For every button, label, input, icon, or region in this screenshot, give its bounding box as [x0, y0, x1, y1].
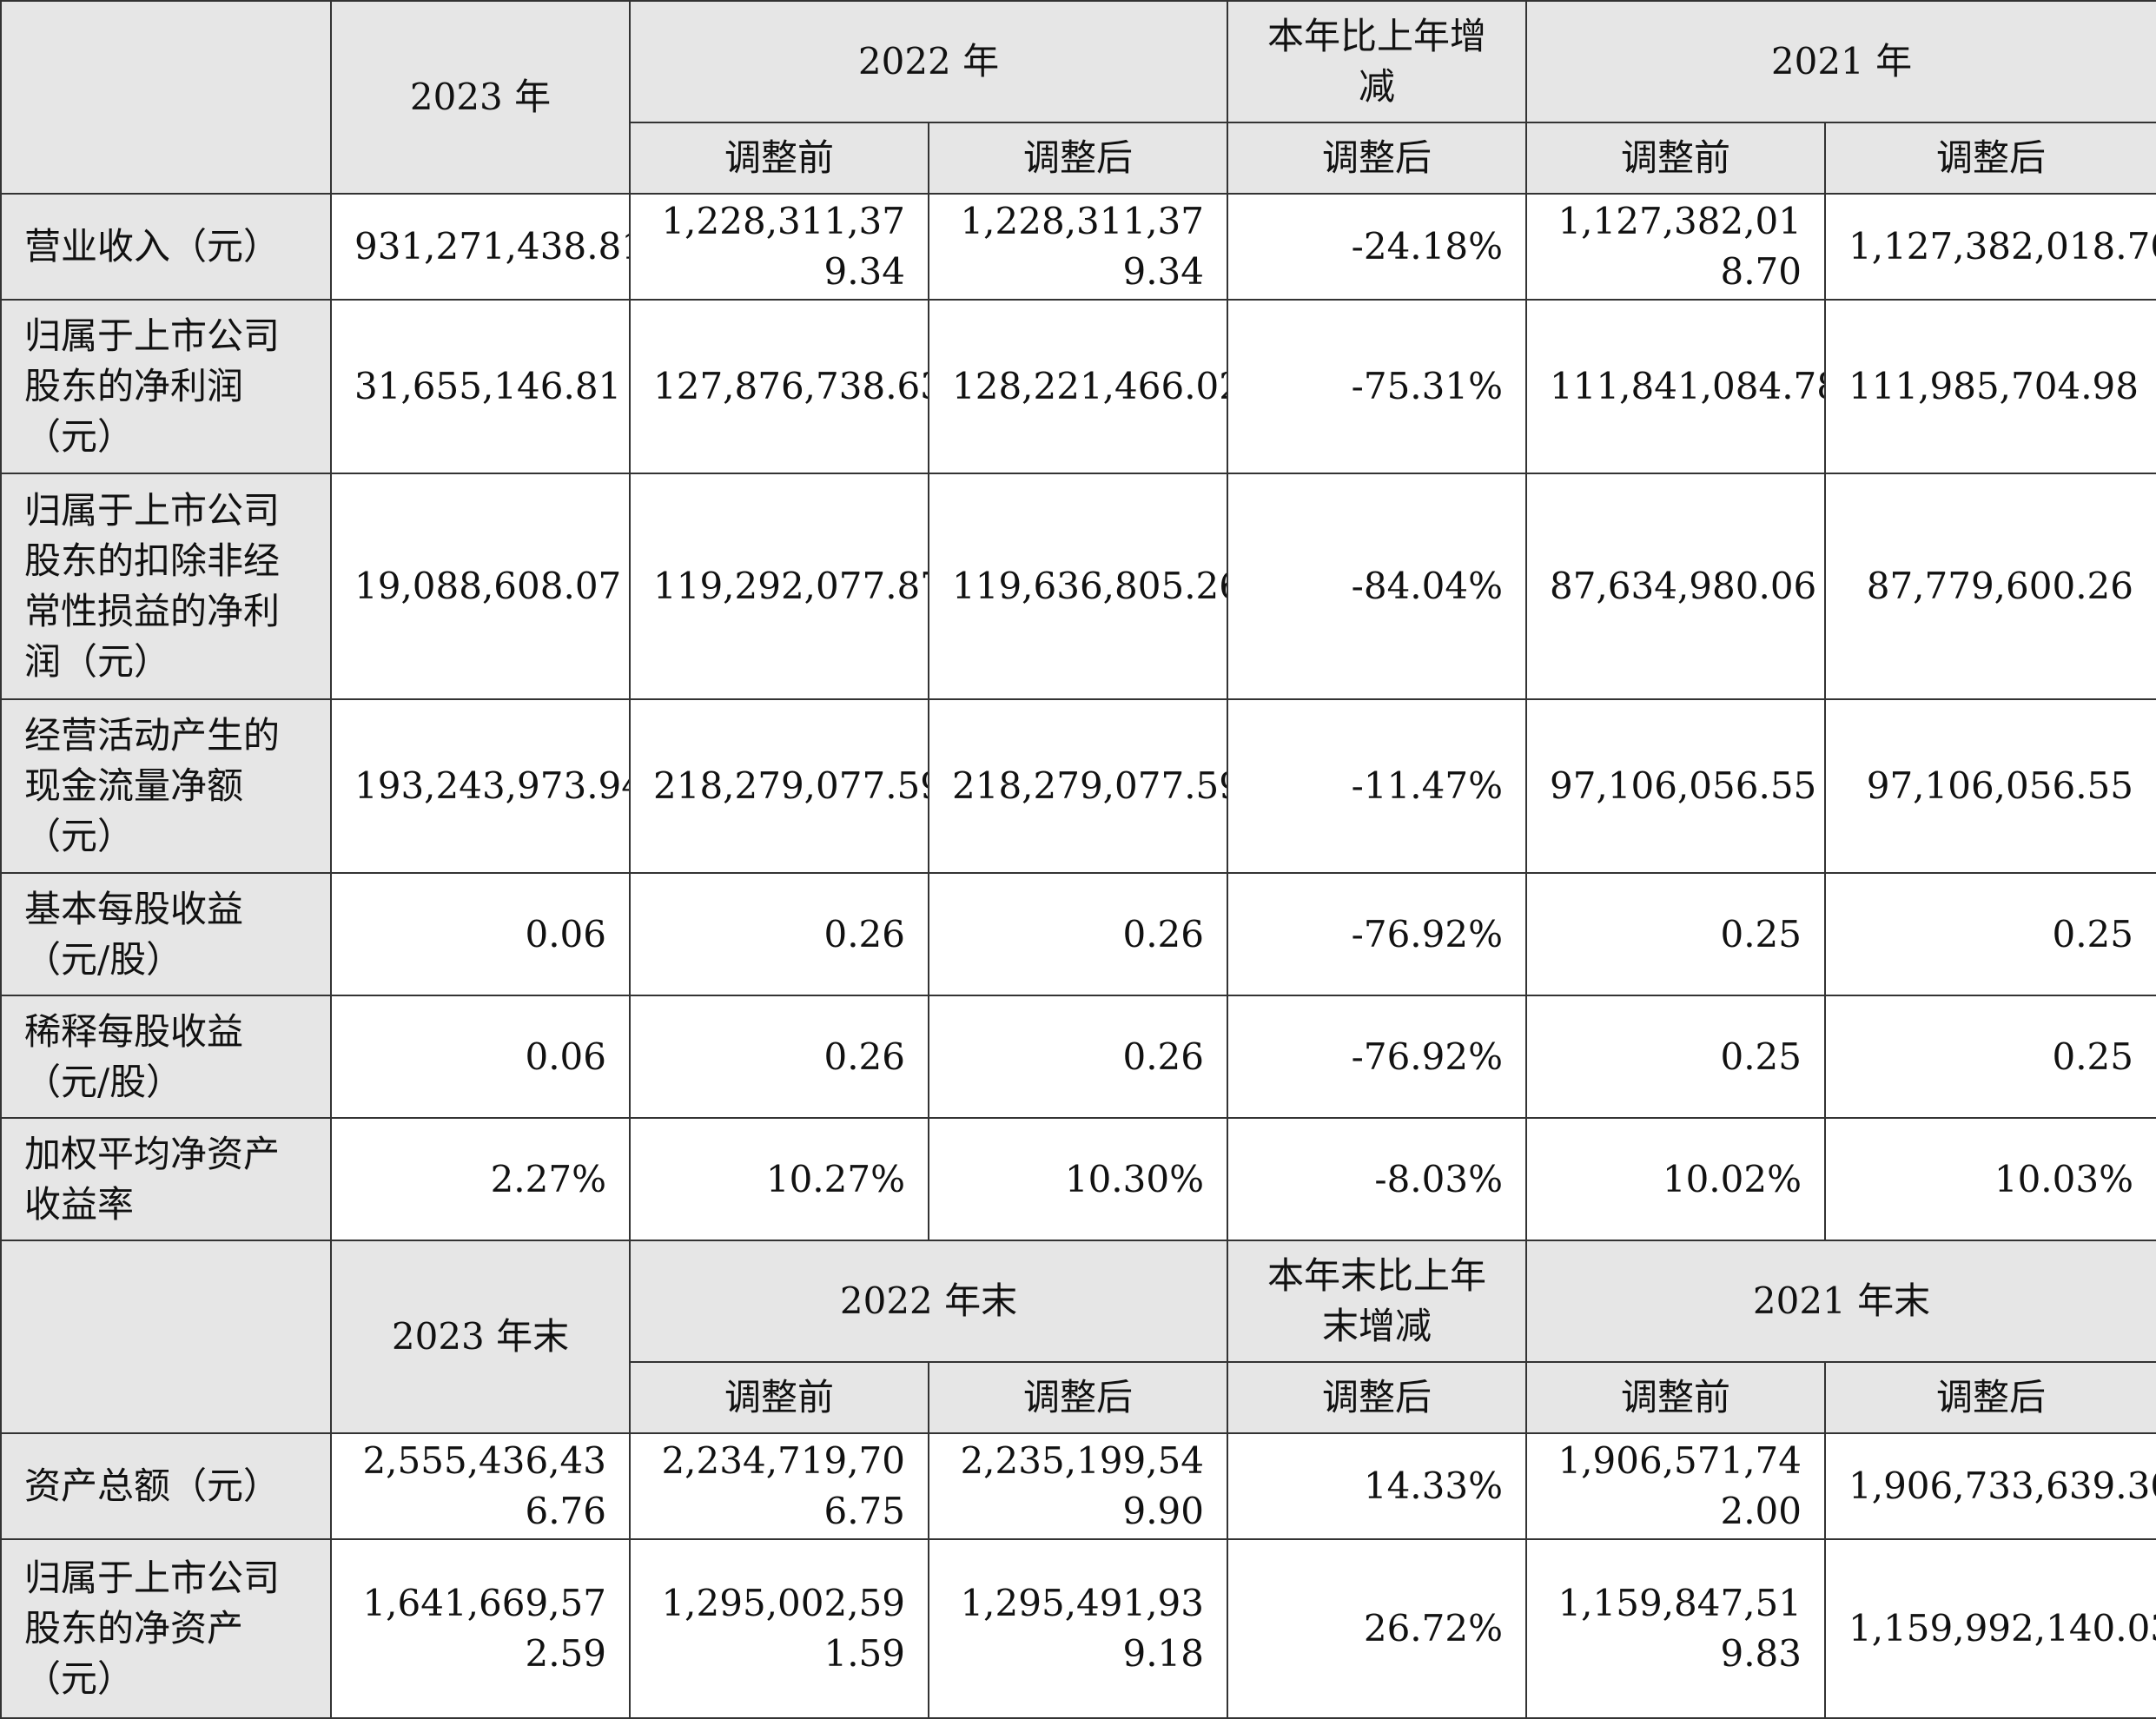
value-2021-end-before: 1,906,571,742.00: [1525, 1432, 1826, 1540]
value-2023: 31,655,146.81: [330, 299, 631, 474]
subheader-2022-after: 调整后: [928, 122, 1228, 195]
value-2022-end-before: 2,234,719,706.75: [629, 1432, 929, 1540]
section1-corner-cell: [0, 0, 332, 195]
header-2022: 2022 年: [629, 0, 1228, 123]
table-row: 经营活动产生的现金流量净额（元） 193,243,973.94 218,279,…: [0, 698, 2156, 874]
value-2022-after: 10.30%: [928, 1117, 1228, 1241]
value-change: -76.92%: [1227, 995, 1527, 1119]
row-label: 归属于上市公司股东的扣除非经常性损益的净利润（元）: [0, 473, 332, 700]
section2-header-row: 2023 年末 2022 年末 本年末比上年末增减 2021 年末: [0, 1240, 2156, 1434]
header-2022-end: 2022 年末: [629, 1240, 1228, 1363]
header-2023: 2023 年: [330, 0, 631, 195]
value-change: -75.31%: [1227, 299, 1527, 474]
value-end-change: 14.33%: [1227, 1432, 1527, 1540]
value-2022-before: 127,876,738.63: [629, 299, 929, 474]
section1-header-row: 2023 年 2022 年 本年比上年增减 2021 年: [0, 0, 2156, 195]
value-2021-after: 10.03%: [1824, 1117, 2156, 1241]
value-2023: 931,271,438.81: [330, 193, 631, 301]
value-2021-before: 0.25: [1525, 872, 1826, 996]
section2-subheader-row: 调整前 调整后 调整后 调整前 调整后: [1, 1361, 2156, 1434]
subheader-2022-end-before: 调整前: [629, 1361, 929, 1434]
value-2021-after: 97,106,056.55: [1824, 698, 2156, 874]
value-2021-before: 10.02%: [1525, 1117, 1826, 1241]
value-change: -76.92%: [1227, 872, 1527, 996]
value-change: -24.18%: [1227, 193, 1527, 301]
subheader-2022-end-after: 调整后: [928, 1361, 1228, 1434]
subheader-2021-after: 调整后: [1824, 122, 2156, 195]
row-label: 经营活动产生的现金流量净额（元）: [0, 698, 332, 874]
value-2022-before: 119,292,077.87: [629, 473, 929, 700]
subheader-2021-end-after: 调整后: [1824, 1361, 2156, 1434]
table-row: 归属于上市公司股东的扣除非经常性损益的净利润（元） 19,088,608.07 …: [0, 473, 2156, 700]
header-yoy-end-change: 本年末比上年末增减: [1227, 1240, 1527, 1363]
section1-subheader-row: 调整前 调整后 调整后 调整前 调整后: [1, 122, 2156, 195]
table-row: 营业收入（元） 931,271,438.81 1,228,311,379.34 …: [0, 193, 2156, 301]
value-2022-before: 1,228,311,379.34: [629, 193, 929, 301]
value-2021-end-before: 1,159,847,519.83: [1525, 1538, 1826, 1719]
value-change: -84.04%: [1227, 473, 1527, 700]
value-2022-before: 0.26: [629, 995, 929, 1119]
value-2022-after: 0.26: [928, 872, 1228, 996]
value-2021-after: 0.25: [1824, 995, 2156, 1119]
value-2021-after: 87,779,600.26: [1824, 473, 2156, 700]
row-label: 加权平均净资产收益率: [0, 1117, 332, 1241]
value-2023: 2.27%: [330, 1117, 631, 1241]
value-2021-after: 1,127,382,018.70: [1824, 193, 2156, 301]
value-change: -11.47%: [1227, 698, 1527, 874]
header-2021: 2021 年: [1525, 0, 2156, 123]
value-2022-after: 218,279,077.59: [928, 698, 1228, 874]
value-2022-after: 1,228,311,379.34: [928, 193, 1228, 301]
value-2021-before: 87,634,980.06: [1525, 473, 1826, 700]
row-label: 营业收入（元）: [0, 193, 332, 301]
table-row: 基本每股收益（元/股） 0.06 0.26 0.26 -76.92% 0.25 …: [0, 872, 2156, 996]
header-2023-end: 2023 年末: [330, 1240, 631, 1434]
value-2021-end-after: 1,159,992,140.03: [1824, 1538, 2156, 1719]
subheader-end-change-after: 调整后: [1227, 1361, 1527, 1434]
value-end-change: 26.72%: [1227, 1538, 1527, 1719]
value-2022-end-after: 1,295,491,939.18: [928, 1538, 1228, 1719]
table-row: 归属于上市公司股东的净利润（元） 31,655,146.81 127,876,7…: [0, 299, 2156, 474]
row-label: 稀释每股收益（元/股）: [0, 995, 332, 1119]
value-2021-before: 111,841,084.78: [1525, 299, 1826, 474]
value-2022-before: 0.26: [629, 872, 929, 996]
table-row: 稀释每股收益（元/股） 0.06 0.26 0.26 -76.92% 0.25 …: [0, 995, 2156, 1119]
subheader-2022-before: 调整前: [629, 122, 929, 195]
value-2023: 0.06: [330, 995, 631, 1119]
value-2022-before: 218,279,077.59: [629, 698, 929, 874]
table-row: 归属于上市公司股东的净资产（元） 1,641,669,572.59 1,295,…: [0, 1538, 2156, 1719]
subheader-2021-end-before: 调整前: [1525, 1361, 1826, 1434]
value-2022-after: 128,221,466.02: [928, 299, 1228, 474]
value-2023-end: 1,641,669,572.59: [330, 1538, 631, 1719]
value-2023-end: 2,555,436,436.76: [330, 1432, 631, 1540]
value-2023: 19,088,608.07: [330, 473, 631, 700]
header-2021-end: 2021 年末: [1525, 1240, 2156, 1363]
row-label: 归属于上市公司股东的净利润（元）: [0, 299, 332, 474]
row-label: 基本每股收益（元/股）: [0, 872, 332, 996]
subheader-change-after: 调整后: [1227, 122, 1527, 195]
value-2022-after: 0.26: [928, 995, 1228, 1119]
value-2021-before: 1,127,382,018.70: [1525, 193, 1826, 301]
value-2022-after: 119,636,805.26: [928, 473, 1228, 700]
row-label: 归属于上市公司股东的净资产（元）: [0, 1538, 332, 1719]
value-2022-before: 10.27%: [629, 1117, 929, 1241]
subheader-2021-before: 调整前: [1525, 122, 1826, 195]
value-2022-end-after: 2,235,199,549.90: [928, 1432, 1228, 1540]
value-2022-end-before: 1,295,002,591.59: [629, 1538, 929, 1719]
row-label: 资产总额（元）: [0, 1432, 332, 1540]
header-yoy-change: 本年比上年增减: [1227, 0, 1527, 123]
value-2021-before: 0.25: [1525, 995, 1826, 1119]
section2-corner-cell: [0, 1240, 332, 1434]
value-2023: 193,243,973.94: [330, 698, 631, 874]
value-change: -8.03%: [1227, 1117, 1527, 1241]
table-row: 加权平均净资产收益率 2.27% 10.27% 10.30% -8.03% 10…: [0, 1117, 2156, 1241]
value-2021-after: 111,985,704.98: [1824, 299, 2156, 474]
value-2023: 0.06: [330, 872, 631, 996]
table-row: 资产总额（元） 2,555,436,436.76 2,234,719,706.7…: [0, 1432, 2156, 1540]
value-2021-end-after: 1,906,733,639.30: [1824, 1432, 2156, 1540]
value-2021-after: 0.25: [1824, 872, 2156, 996]
value-2021-before: 97,106,056.55: [1525, 698, 1826, 874]
